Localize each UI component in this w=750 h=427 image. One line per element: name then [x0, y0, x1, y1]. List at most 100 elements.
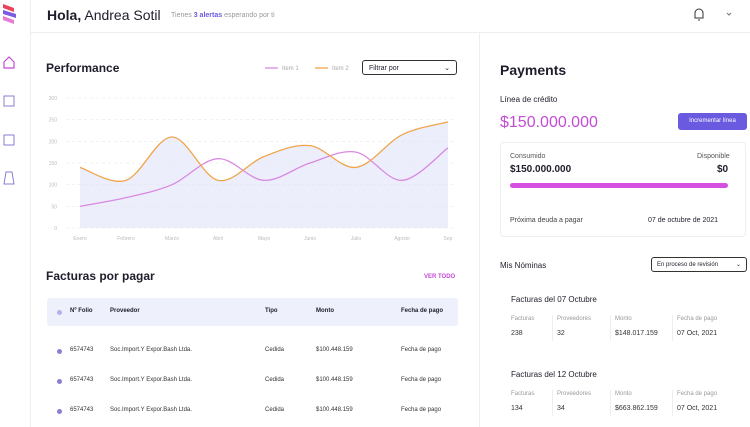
group-col-label: Proveedores — [557, 391, 592, 397]
alerts: Tienes 3 alertas esperando por ti — [171, 12, 275, 19]
used-amount: $150.000.000 — [510, 164, 572, 175]
used-label: Consumido — [510, 153, 546, 160]
column-header: Tipo — [265, 308, 278, 314]
increase-button[interactable]: Incrementar línea — [678, 113, 747, 130]
y-tick-label: 300 — [49, 96, 58, 102]
column-header: Proveedor — [110, 308, 140, 314]
row-dot — [57, 409, 62, 414]
column-header: Fecha de pago — [401, 308, 444, 314]
legend-label: Item 1 — [282, 66, 299, 72]
table-cell: Fecha de pago — [401, 347, 442, 353]
y-tick-label: 200 — [49, 139, 58, 145]
table-cell: Fecha de pago — [401, 377, 442, 383]
greeting: Hola, Andrea Sotil — [47, 7, 161, 23]
payroll-filter[interactable]: En proceso de revisión ⌄ — [651, 257, 747, 272]
series-line — [79, 147, 449, 207]
group-col-label: Fecha de pago — [677, 316, 718, 322]
payrolls-title: Mis Nóminas — [500, 261, 547, 270]
table-cell: Soc.Import.Y Expor.Bash Ltda. — [110, 407, 192, 413]
y-tick-label: 150 — [49, 161, 58, 167]
chart: 0 50 100 150 200 250 300 Enero Febrero Marzo Abril… — [49, 66, 456, 242]
group-col-label: Facturas — [511, 391, 535, 397]
group-sep — [672, 315, 673, 341]
table-cell: Cedida — [265, 407, 285, 413]
group-title: Facturas del 07 Octubre — [511, 295, 597, 304]
group-col-label: Fecha de pago — [677, 391, 718, 397]
table-header — [47, 298, 458, 326]
y-tick-label: 100 — [49, 183, 58, 189]
credit-card — [500, 142, 746, 237]
next-label: Próxima deuda a pagar — [510, 217, 583, 224]
column-header: Nº Folio — [70, 308, 93, 314]
row-dot — [57, 379, 62, 384]
area — [80, 121, 448, 228]
table-cell: 6574743 — [70, 347, 94, 353]
group-title: Facturas del 12 Octubre — [511, 370, 597, 379]
group-col-label: Monto — [615, 391, 632, 397]
y-tick-label: 50 — [51, 204, 57, 210]
sidebar — [0, 0, 31, 427]
group-col-label: Facturas — [511, 316, 535, 322]
group-value: 238 — [511, 330, 523, 337]
progress-bar — [510, 183, 728, 188]
group-col-label: Proveedores — [557, 316, 592, 322]
view-all[interactable]: VER TODO — [424, 274, 456, 280]
next-date: 07 de octubre de 2021 — [648, 217, 719, 224]
group-value: 07 Oct, 2021 — [677, 330, 718, 337]
x-tick-label: Junio — [304, 236, 316, 242]
x-tick-label: Agosto — [394, 236, 410, 242]
chart-filter[interactable]: Filtrar por ⌄ — [362, 60, 457, 75]
group-value: 07 Oct, 2021 — [677, 405, 718, 412]
flask-icon[interactable] — [3, 171, 15, 185]
legend-label: Item 2 — [332, 66, 349, 72]
topbar — [30, 0, 750, 33]
table-cell: Cedida — [265, 377, 285, 383]
available-label: Disponible — [697, 153, 730, 160]
header-dot — [57, 310, 62, 315]
series-line — [79, 121, 449, 182]
table-cell: Soc.Import.Y Expor.Bash Ltda. — [110, 347, 192, 353]
divider — [479, 32, 480, 427]
y-tick-label: 250 — [49, 118, 58, 124]
docs-icon[interactable] — [3, 134, 15, 146]
top-icons[interactable] — [690, 6, 740, 22]
home-icon[interactable] — [3, 56, 15, 69]
chart-title: Performance — [46, 61, 120, 75]
x-tick-label: Sep — [444, 236, 453, 242]
group-value: 134 — [511, 405, 523, 412]
user-icon[interactable] — [3, 95, 15, 107]
group-sep — [610, 390, 611, 416]
payments-title: Payments — [500, 62, 567, 78]
group-sep — [610, 315, 611, 341]
row-dot — [57, 349, 62, 354]
table-cell: $100.448.159 — [316, 407, 353, 413]
invoices-title: Facturas por pagar — [46, 269, 155, 283]
table-cell: 6574743 — [70, 407, 94, 413]
group-value: 34 — [557, 405, 565, 412]
group-value: $148.017.159 — [615, 330, 658, 337]
x-tick-label: Enero — [73, 236, 87, 242]
table-cell: Cedida — [265, 347, 285, 353]
group-col-label: Monto — [615, 316, 632, 322]
group-value: 32 — [557, 330, 565, 337]
column-header: Monto — [316, 308, 334, 314]
alerts-link[interactable]: 3 alertas — [193, 12, 223, 19]
table-cell: $100.448.159 — [316, 377, 353, 383]
x-tick-label: Marzo — [165, 236, 179, 242]
x-tick-label: Febrero — [117, 236, 135, 242]
x-tick-label: Julio — [351, 236, 362, 242]
x-tick-label: Abril — [213, 236, 223, 242]
group-value: $663.862.159 — [615, 405, 658, 412]
credit-label: Línea de crédito — [500, 95, 558, 104]
group-sep — [552, 315, 553, 341]
x-tick-label: Mayo — [258, 236, 270, 242]
available-amount: $0 — [717, 164, 729, 175]
table-cell: 6574743 — [70, 377, 94, 383]
sidebar-icons — [3, 4, 16, 185]
group-sep — [672, 390, 673, 416]
group-sep — [552, 390, 553, 416]
table-cell: Soc.Import.Y Expor.Bash Ltda. — [110, 377, 192, 383]
table-cell: $100.448.159 — [316, 347, 353, 353]
credit-amount: $150.000.000 — [500, 114, 598, 131]
